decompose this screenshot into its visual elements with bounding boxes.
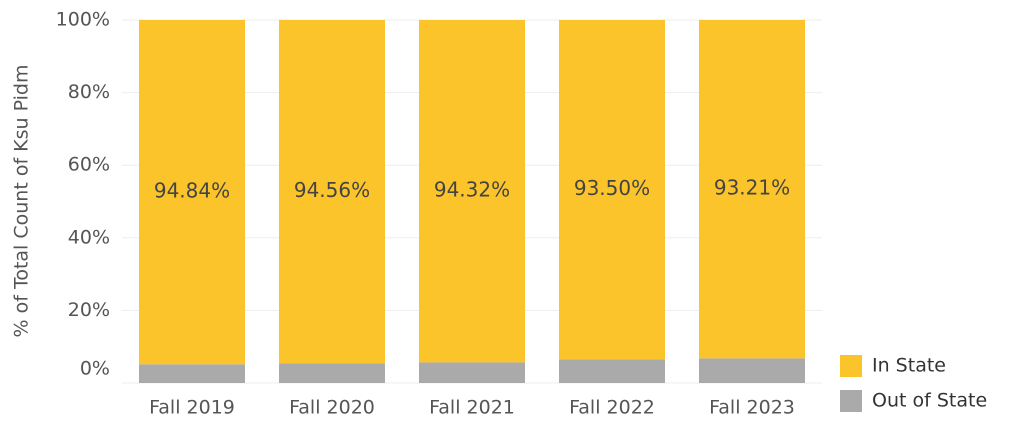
legend-label: Out of State (872, 390, 987, 412)
x-tick-label: Fall 2023 (709, 397, 795, 419)
legend-swatch (840, 390, 862, 412)
data-label: 94.84% (154, 179, 230, 203)
y-tick-label: 60% (68, 154, 110, 176)
y-tick-label: 20% (68, 299, 110, 321)
data-label: 94.32% (434, 178, 510, 202)
y-axis-label: % of Total Count of Ksu Pidm (11, 64, 33, 337)
x-tick-label: Fall 2019 (149, 397, 235, 419)
y-tick-label: 80% (68, 81, 110, 103)
x-tick-label: Fall 2020 (289, 397, 375, 419)
data-label: 93.50% (574, 176, 650, 200)
x-tick-label: Fall 2022 (569, 397, 655, 419)
x-tick-label: Fall 2021 (429, 397, 515, 419)
bar-segment (559, 20, 665, 360)
y-tick-label: 100% (56, 9, 110, 31)
bar-segment (699, 358, 805, 383)
legend-label: In State (872, 355, 946, 377)
bar-segment (279, 363, 385, 383)
data-label: 94.56% (294, 178, 370, 202)
y-tick-label: 0% (80, 358, 110, 380)
bar-segment (279, 20, 385, 364)
bar-segment (139, 364, 245, 383)
bar-segment (699, 20, 805, 359)
bar-segment (559, 359, 665, 383)
bar-segment (139, 20, 245, 365)
bar-segment (419, 20, 525, 363)
bar-segment (419, 362, 525, 383)
legend-swatch (840, 355, 862, 377)
data-label: 93.21% (714, 176, 790, 200)
y-tick-label: 40% (68, 226, 110, 248)
